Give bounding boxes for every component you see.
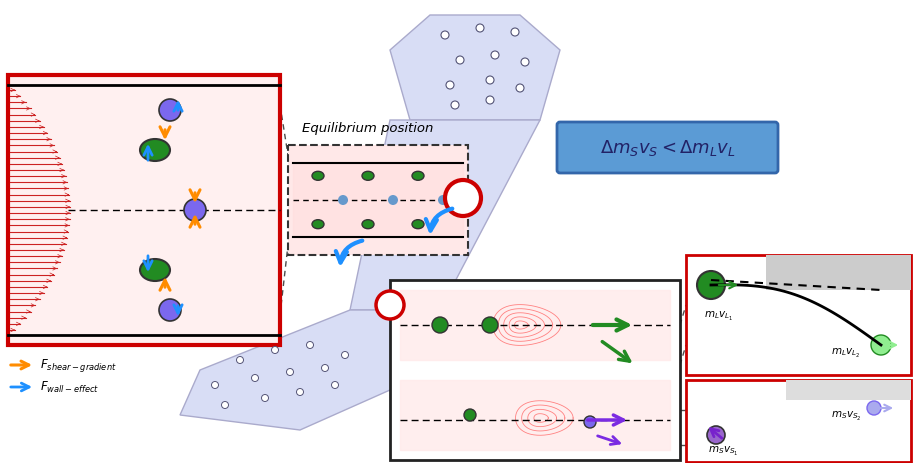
Circle shape <box>237 357 243 363</box>
Circle shape <box>871 335 891 355</box>
Circle shape <box>272 346 278 353</box>
FancyBboxPatch shape <box>686 255 911 375</box>
Circle shape <box>482 317 498 333</box>
Text: $F_{shear-gradient}$: $F_{shear-gradient}$ <box>40 357 117 374</box>
FancyBboxPatch shape <box>686 380 911 462</box>
Circle shape <box>867 401 881 415</box>
Circle shape <box>438 195 448 205</box>
Circle shape <box>252 375 259 382</box>
Circle shape <box>388 195 398 205</box>
Polygon shape <box>180 310 440 430</box>
Circle shape <box>286 369 294 375</box>
Ellipse shape <box>412 171 424 180</box>
Polygon shape <box>350 120 540 310</box>
Text: $F_{wall-effect}$: $F_{wall-effect}$ <box>40 380 99 394</box>
Circle shape <box>297 388 304 395</box>
Circle shape <box>584 416 596 428</box>
Circle shape <box>445 180 481 216</box>
Circle shape <box>262 394 268 401</box>
Circle shape <box>446 81 454 89</box>
FancyBboxPatch shape <box>557 122 778 173</box>
Text: $m_L v_{L_2}$: $m_L v_{L_2}$ <box>831 347 860 360</box>
Ellipse shape <box>362 220 374 229</box>
Ellipse shape <box>312 220 324 229</box>
Circle shape <box>511 28 519 36</box>
Text: $m_S v_{S_2}$: $m_S v_{S_2}$ <box>831 410 861 423</box>
FancyBboxPatch shape <box>390 280 680 460</box>
Ellipse shape <box>140 259 170 281</box>
Circle shape <box>697 271 725 299</box>
Circle shape <box>441 31 449 39</box>
FancyBboxPatch shape <box>8 75 280 345</box>
FancyBboxPatch shape <box>288 145 468 255</box>
Circle shape <box>184 199 206 221</box>
Circle shape <box>159 99 181 121</box>
Circle shape <box>456 56 464 64</box>
Circle shape <box>159 299 181 321</box>
Ellipse shape <box>312 171 324 180</box>
Bar <box>766 255 911 290</box>
Circle shape <box>516 84 524 92</box>
Circle shape <box>464 409 476 421</box>
Circle shape <box>451 101 459 109</box>
Circle shape <box>338 195 348 205</box>
Polygon shape <box>390 15 560 120</box>
Circle shape <box>331 382 339 388</box>
Circle shape <box>521 58 529 66</box>
Ellipse shape <box>362 171 374 180</box>
Circle shape <box>307 342 314 349</box>
Circle shape <box>491 51 499 59</box>
Circle shape <box>707 426 725 444</box>
Circle shape <box>476 24 484 32</box>
Circle shape <box>486 76 494 84</box>
Circle shape <box>211 382 218 388</box>
Text: $m_L v_{L_1}$: $m_L v_{L_1}$ <box>704 310 733 323</box>
Circle shape <box>486 96 494 104</box>
Text: $m_S v_{S_1}$: $m_S v_{S_1}$ <box>708 445 739 458</box>
Ellipse shape <box>412 220 424 229</box>
Bar <box>786 380 911 400</box>
Circle shape <box>221 401 229 408</box>
Circle shape <box>341 351 349 358</box>
Text: $\Delta m_S v_S < \Delta m_L v_L$: $\Delta m_S v_S < \Delta m_L v_L$ <box>599 138 735 157</box>
Circle shape <box>376 291 404 319</box>
Ellipse shape <box>140 139 170 161</box>
Circle shape <box>432 317 448 333</box>
Circle shape <box>321 364 329 371</box>
Text: Equilibrium position: Equilibrium position <box>302 122 433 135</box>
